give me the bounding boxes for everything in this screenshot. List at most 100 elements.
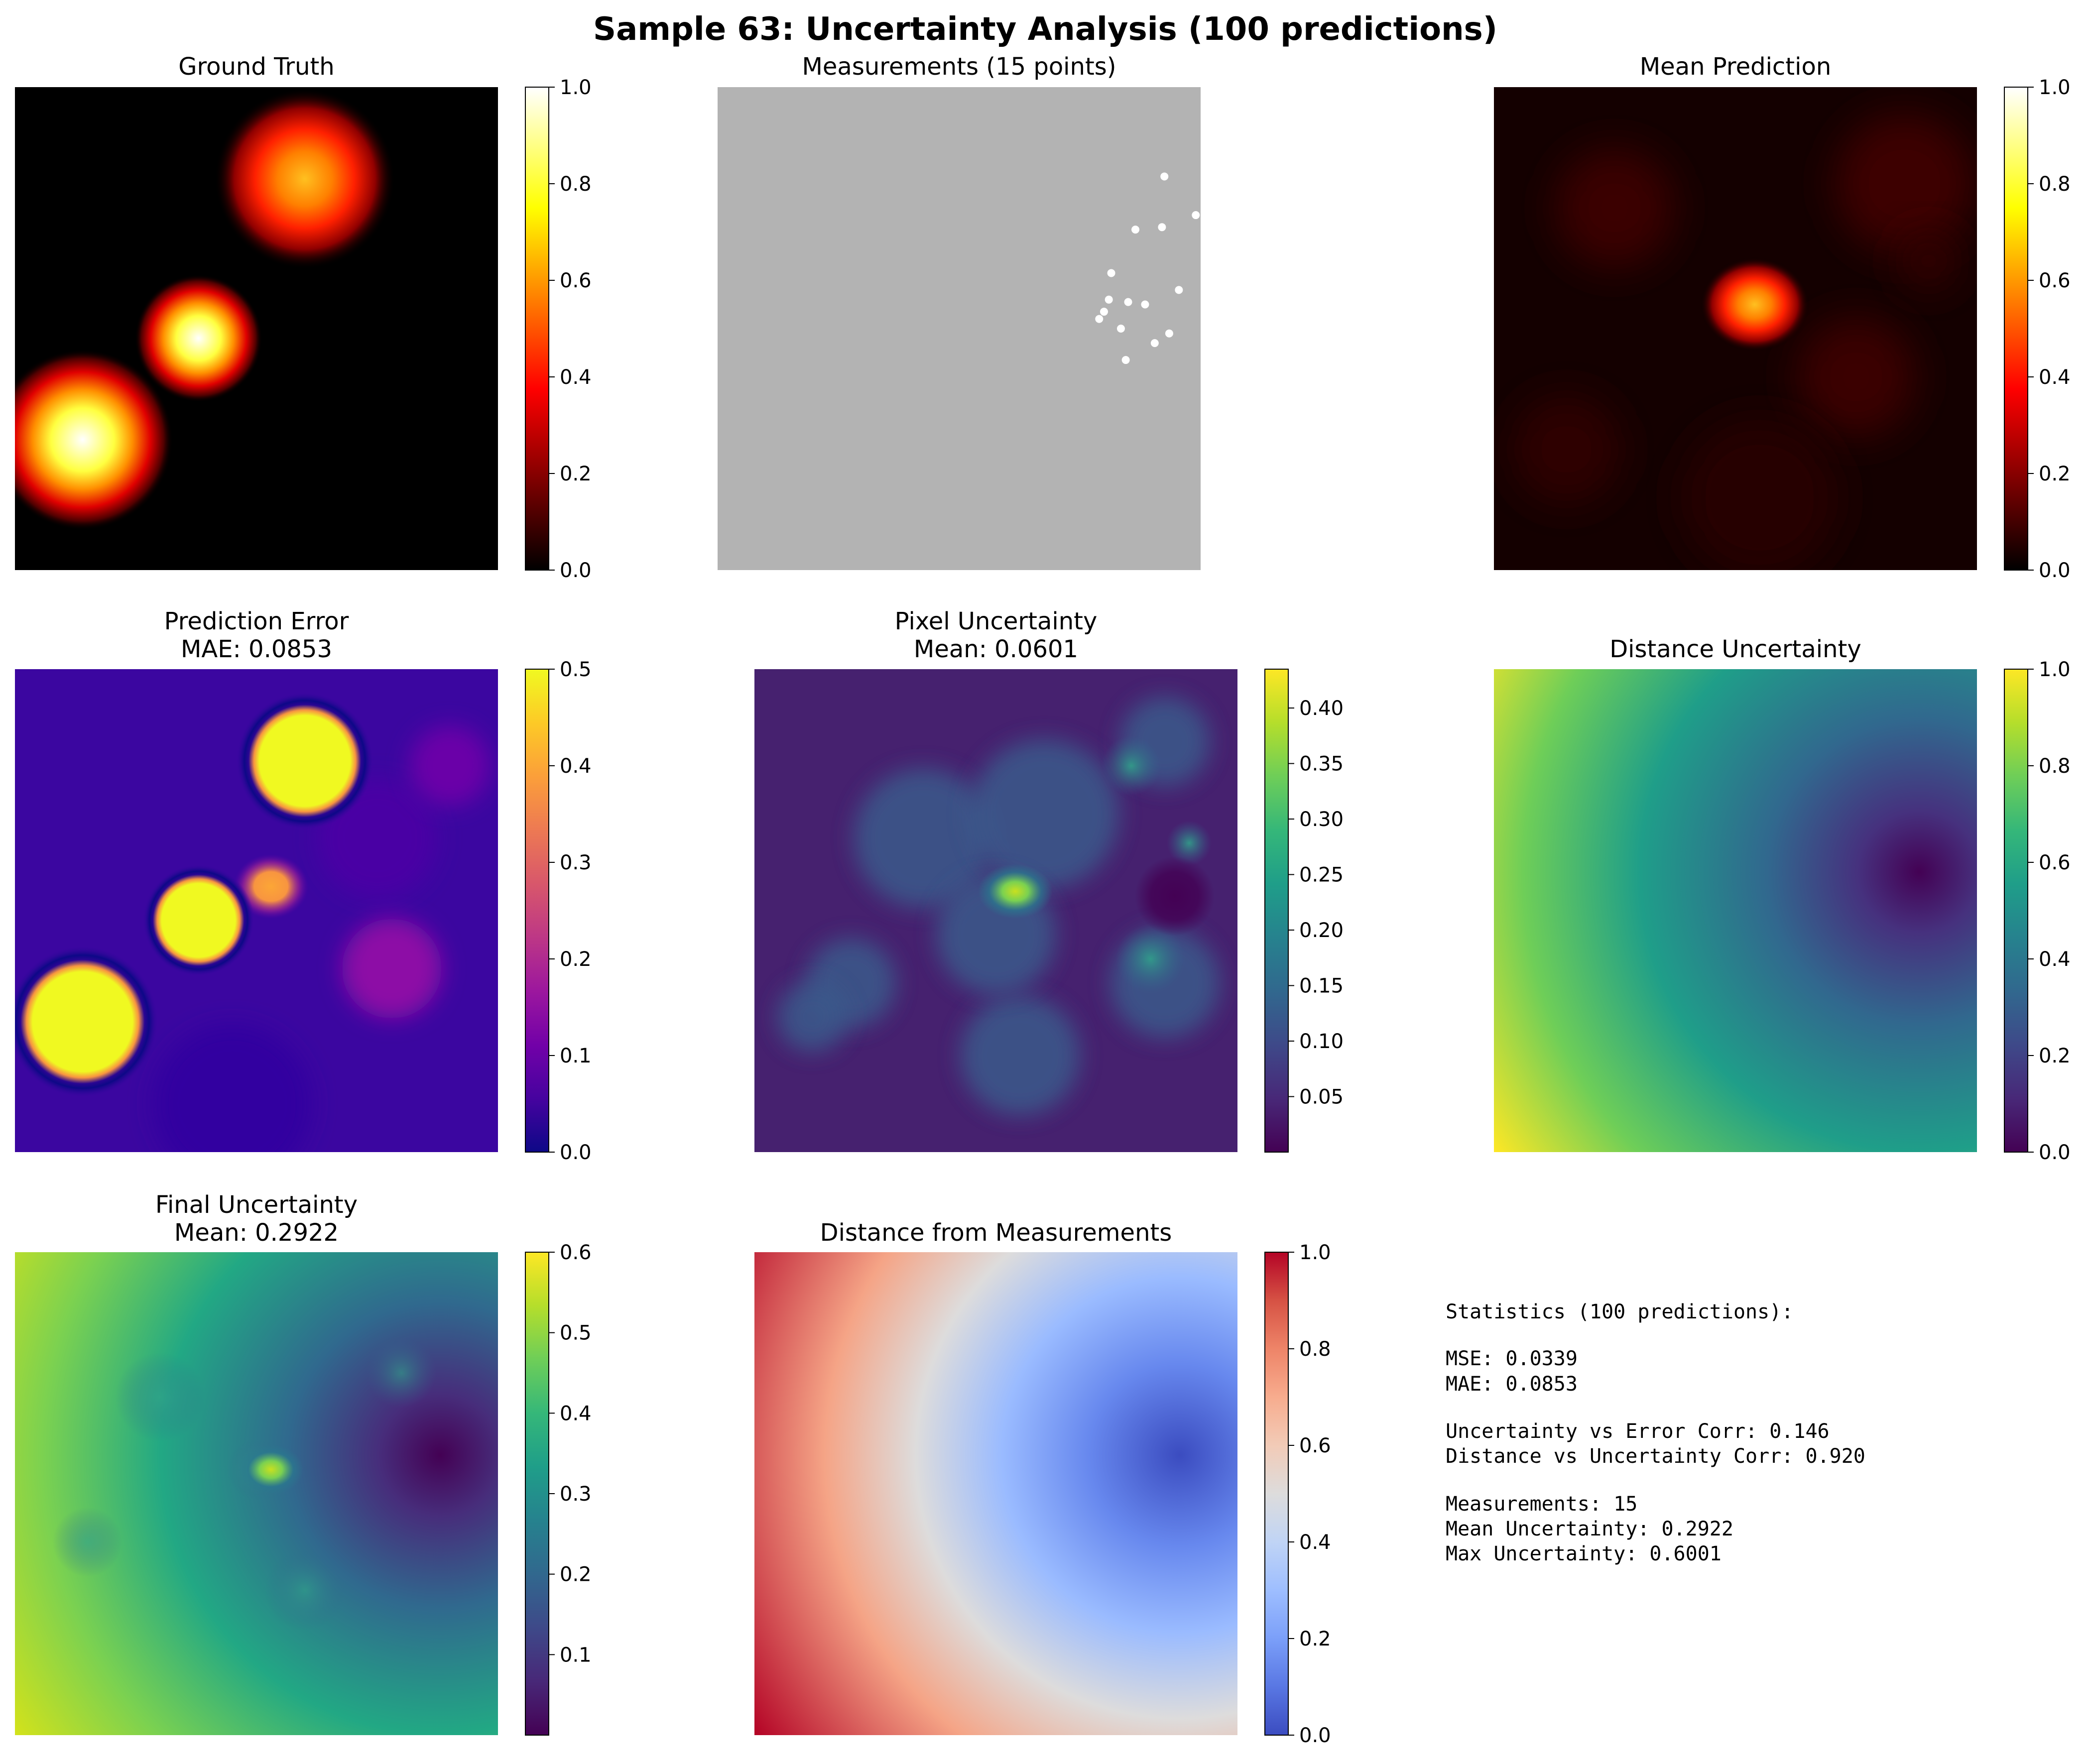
ground-truth-source-1: [134, 274, 262, 402]
pixel-uncertainty-title: Pixel Uncertainty: [895, 607, 1098, 635]
measurement-point: [1141, 300, 1149, 309]
prediction-error-hotspot: [15, 946, 158, 1098]
stats-unc-err-corr: Uncertainty vs Error Corr: 0.146: [1446, 1420, 1830, 1443]
prediction-error-subtitle: MAE: 0.0853: [181, 635, 332, 663]
final-uncertainty-title: Final Uncertainty: [155, 1191, 358, 1219]
stats-mae: MAE: 0.0853: [1446, 1373, 1578, 1396]
measurement-point: [1165, 329, 1173, 338]
mean-prediction-colorbar-tick-label: 0.4: [2039, 366, 2071, 389]
stats-mse: MSE: 0.0339: [1446, 1347, 1578, 1370]
distance-from-measurements-colorbar-tick-label: 0.6: [1299, 1434, 1331, 1457]
distance-uncertainty-colorbar: [2004, 669, 2028, 1153]
distance-from-measurements-colorbar-tick-label: 0.4: [1299, 1531, 1331, 1554]
stats-dist-unc-corr: Distance vs Uncertainty Corr: 0.920: [1446, 1445, 1865, 1468]
pixel-uncertainty-region: [960, 996, 1080, 1115]
mean-prediction-blob: [1511, 394, 1621, 504]
statistics-box: Statistics (100 predictions): MSE: 0.033…: [1446, 1300, 1865, 1565]
final-uncertainty-colorbar-tick-label: 0.5: [560, 1322, 592, 1345]
distance-uncertainty-panel: Distance Uncertainty 0.0 0.2 0.4 0.6 0.8 1.0: [1494, 635, 2071, 1164]
pixel-uncertainty-colorbar-tick-label: 0.25: [1299, 864, 1344, 887]
measurement-point: [1105, 295, 1113, 304]
mean-prediction-title: Mean Prediction: [1640, 53, 1832, 81]
distance-uncertainty-colorbar-tick-label: 0.2: [2039, 1045, 2071, 1067]
distance-from-measurements-panel: Distance from Measurements 0.0 0.2 0.4 0.6 0.…: [754, 1219, 1331, 1747]
pixel-uncertainty-low-spot: [1134, 856, 1215, 936]
prediction-error-hotspot: [142, 864, 254, 976]
final-uncertainty-colorbar: [525, 1252, 549, 1736]
ground-truth-image: [15, 87, 498, 570]
measurement-point: [1107, 269, 1115, 277]
measurement-point: [1116, 325, 1125, 333]
prediction-error-region: [152, 1024, 312, 1152]
prediction-error-colorbar-tick-label: 0.0: [560, 1141, 592, 1164]
prediction-error-image: [15, 669, 498, 1152]
ground-truth-colorbar-tick-label: 0.2: [560, 463, 592, 485]
pixel-uncertainty-colorbar-tick-label: 0.20: [1299, 919, 1344, 942]
ground-truth-source-0: [214, 88, 395, 269]
prediction-error-colorbar-tick-label: 0.4: [560, 755, 592, 778]
distance-from-measurements-colorbar-tick-label: 1.0: [1299, 1241, 1331, 1264]
ground-truth-colorbar-tick-label: 0.8: [560, 173, 592, 196]
distance-uncertainty-image: [1494, 669, 1977, 1152]
final-uncertainty-blob: [52, 1507, 123, 1577]
pixel-uncertainty-image: [754, 669, 1237, 1152]
pixel-uncertainty-hotspot: [1115, 924, 1186, 994]
prediction-error-title: Prediction Error: [164, 607, 349, 635]
prediction-error-colorbar-tick-label: 0.1: [560, 1045, 592, 1067]
pixel-uncertainty-colorbar: [1264, 669, 1289, 1153]
distance-from-measurements-field: [754, 1252, 1237, 1735]
pixel-uncertainty-colorbar-tick-label: 0.40: [1299, 697, 1344, 720]
mean-prediction-blob: [1555, 148, 1675, 268]
measurement-point: [1158, 223, 1166, 232]
prediction-error-region: [410, 726, 490, 806]
ground-truth-colorbar-tick-label: 1.0: [560, 76, 592, 99]
final-uncertainty-colorbar-tick-label: 0.3: [560, 1483, 592, 1506]
mean-prediction-colorbar-tick-label: 0.2: [2039, 463, 2071, 485]
ground-truth-colorbar-tick-label: 0.6: [560, 269, 592, 292]
prediction-error-colorbar-tick-label: 0.3: [560, 851, 592, 874]
mean-prediction-colorbar-tick-label: 1.0: [2039, 76, 2071, 99]
pixel-uncertainty-subtitle: Mean: 0.0601: [914, 635, 1078, 663]
mean-prediction-colorbar-tick-label: 0.6: [2039, 269, 2071, 292]
pixel-uncertainty-colorbar-tick-label: 0.10: [1299, 1030, 1344, 1053]
mean-prediction-colorbar-tick-label: 0.0: [2039, 559, 2071, 582]
distance-uncertainty-colorbar-tick-label: 0.4: [2039, 948, 2071, 971]
final-uncertainty-blob: [115, 1352, 205, 1442]
distance-from-measurements-image: [754, 1252, 1237, 1735]
prediction-error-mid-spot: [234, 854, 309, 919]
final-uncertainty-peak: [239, 1444, 304, 1495]
pixel-uncertainty-colorbar-tick-label: 0.05: [1299, 1086, 1344, 1109]
final-uncertainty-colorbar-tick-label: 0.6: [560, 1241, 592, 1264]
stats-measurements: Measurements: 15: [1446, 1493, 1637, 1516]
measurements-title: Measurements (15 points): [802, 53, 1116, 81]
distance-uncertainty-field: [1494, 669, 1977, 1152]
mean-prediction-blob: [1835, 114, 1974, 253]
pixel-uncertainty-hotspot: [1167, 821, 1212, 866]
ground-truth-panel: Ground Truth 0.0 0.2 0.4 0.6 0.8 1.0: [15, 53, 592, 582]
distance-uncertainty-title: Distance Uncertainty: [1609, 635, 1861, 663]
ground-truth-colorbar-tick-label: 0.0: [560, 559, 592, 582]
final-uncertainty-blob: [367, 1338, 436, 1408]
prediction-error-hotspot: [236, 692, 373, 830]
ground-truth-colorbar: [525, 87, 549, 571]
measurement-point: [1100, 308, 1108, 316]
mean-prediction-image: [1494, 87, 1977, 570]
measurements-panel: Measurements (15 points): [718, 53, 1201, 570]
final-uncertainty-subtitle: Mean: 0.2922: [174, 1219, 339, 1247]
measurement-point: [1150, 339, 1159, 348]
distance-uncertainty-colorbar-tick-label: 1.0: [2039, 658, 2071, 681]
stats-max-uncertainty: Max Uncertainty: 0.6001: [1446, 1542, 1722, 1565]
measurement-point: [1095, 315, 1104, 323]
final-uncertainty-colorbar-tick-label: 0.4: [560, 1402, 592, 1425]
distance-from-measurements-colorbar-tick-label: 0.8: [1299, 1338, 1331, 1361]
ground-truth-colorbar-tick-label: 0.4: [560, 366, 592, 389]
distance-from-measurements-colorbar-tick-label: 0.2: [1299, 1628, 1331, 1650]
mean-prediction-blob: [1796, 317, 1916, 437]
stats-mean-uncertainty: Mean Uncertainty: 0.2922: [1446, 1518, 1733, 1540]
distance-uncertainty-colorbar-tick-label: 0.8: [2039, 755, 2071, 778]
final-uncertainty-colorbar-tick-label: 0.1: [560, 1644, 592, 1666]
